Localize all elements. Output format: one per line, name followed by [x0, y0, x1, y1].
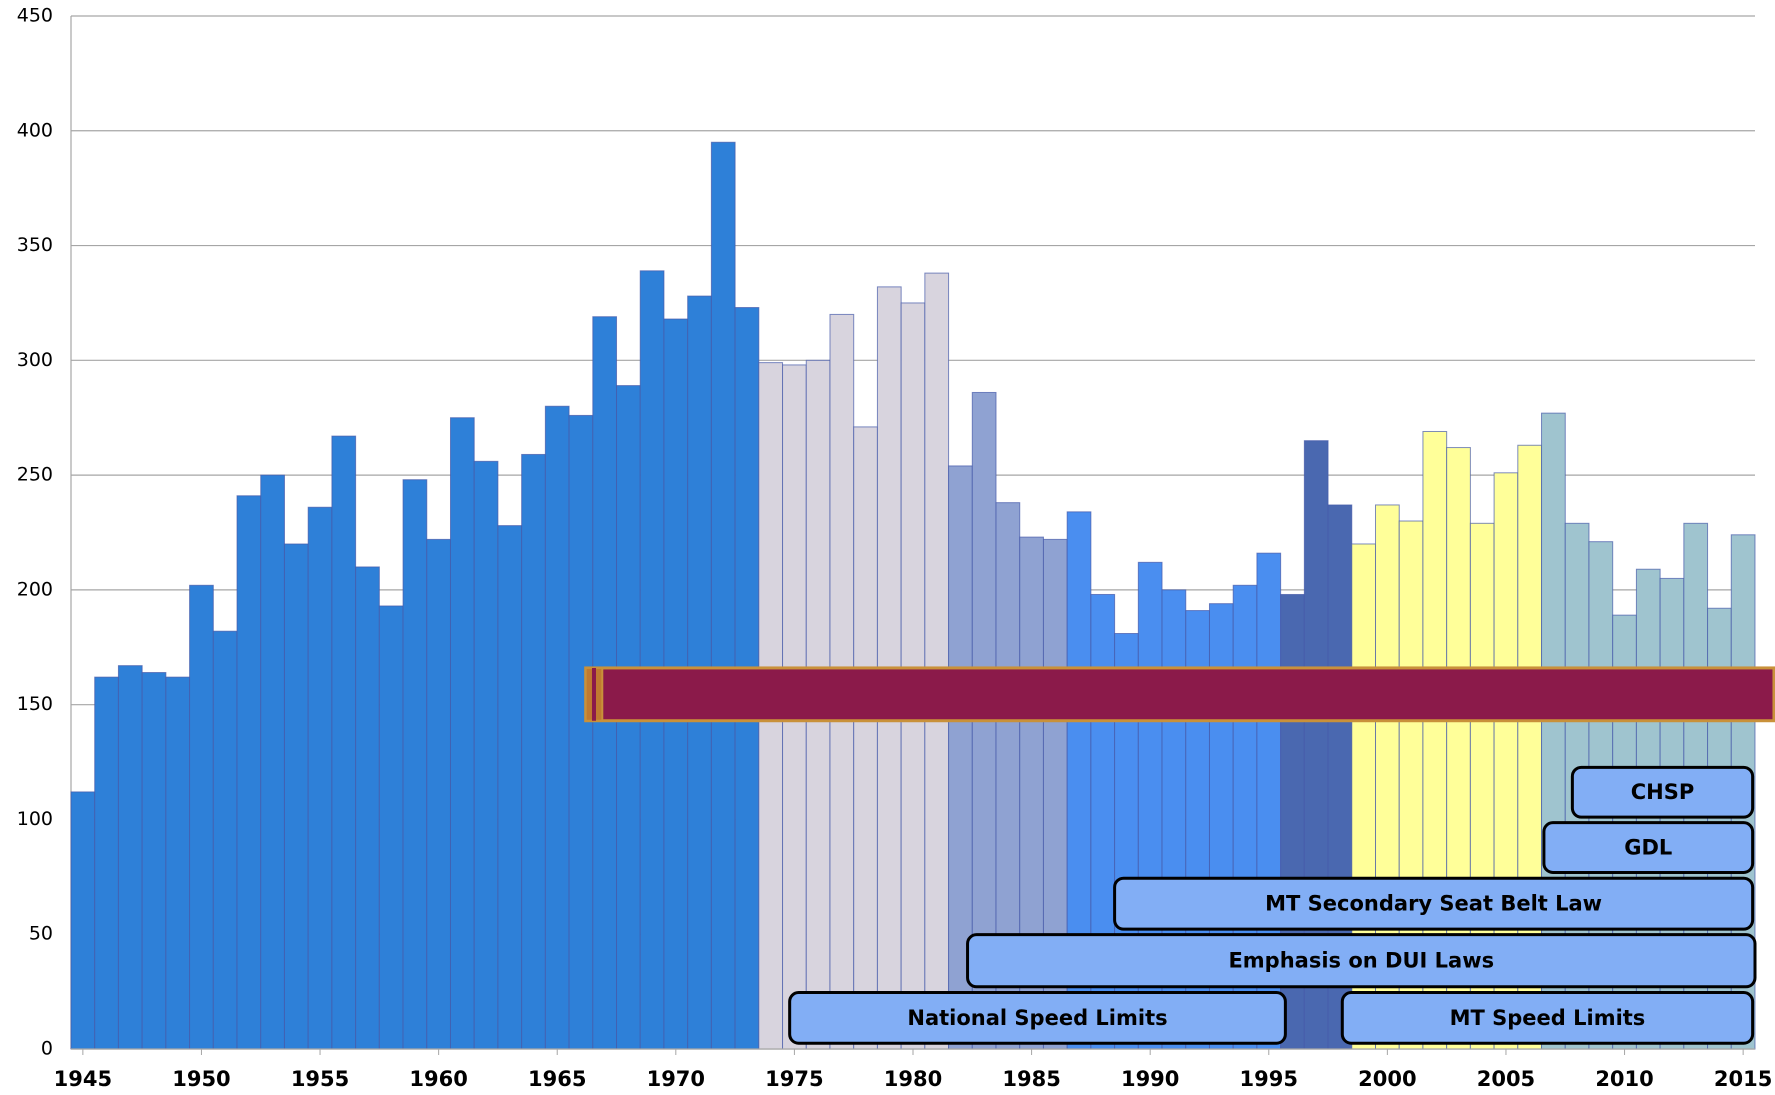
- x-tick-label: 1970: [647, 1067, 705, 1091]
- annotation-label: GDL: [1624, 836, 1672, 860]
- y-tick-label: 250: [17, 464, 53, 486]
- annotation-box: [1113, 876, 1755, 931]
- x-tick-label: 2015: [1714, 1067, 1772, 1091]
- bar: [473, 460, 499, 1050]
- y-tick-label: 200: [17, 578, 53, 600]
- y-tick-label: 100: [17, 808, 53, 830]
- bar: [212, 630, 238, 1050]
- bar: [331, 435, 357, 1050]
- y-tick-label: 400: [17, 119, 53, 141]
- x-tick-label: 1945: [54, 1067, 112, 1091]
- bar: [165, 676, 191, 1050]
- bar: [568, 414, 594, 1050]
- y-tick-label: 300: [17, 349, 53, 371]
- annotation-label: MT Secondary Seat Belt Law: [1265, 892, 1602, 916]
- range-bar: [584, 666, 1775, 723]
- annotation-label: Emphasis on DUI Laws: [1228, 949, 1494, 973]
- x-tick-label: 2000: [1358, 1067, 1416, 1091]
- x-tick-label: 1965: [528, 1067, 586, 1091]
- annotation-label: MT Speed Limits: [1450, 1006, 1646, 1030]
- bar: [402, 479, 428, 1050]
- annotation-box: [1542, 821, 1755, 874]
- annotation-box: [788, 991, 1287, 1045]
- bar: [378, 605, 404, 1050]
- annotation-box: [1340, 991, 1755, 1045]
- bar: [236, 495, 262, 1050]
- bar: [117, 665, 143, 1050]
- x-tick-label: 1955: [291, 1067, 349, 1091]
- annotation-box: [1570, 765, 1755, 819]
- bar: [710, 141, 736, 1050]
- bar: [70, 791, 96, 1050]
- y-tick-label: 450: [17, 5, 53, 27]
- x-tick-label: 1950: [172, 1067, 230, 1091]
- annotation-label: National Speed Limits: [907, 1006, 1167, 1030]
- x-tick-label: 1980: [884, 1067, 942, 1091]
- x-tick-label: 1960: [409, 1067, 467, 1091]
- bar: [924, 272, 950, 1050]
- bar: [283, 543, 309, 1050]
- x-tick-label: 1975: [765, 1067, 823, 1091]
- bar: [355, 566, 380, 1050]
- bar: [521, 453, 546, 1050]
- bar: [497, 525, 523, 1050]
- bar: [449, 417, 475, 1050]
- x-tick-label: 1990: [1121, 1067, 1179, 1091]
- bar: [189, 584, 214, 1050]
- bar: [307, 506, 333, 1050]
- x-tick-label: 1985: [1002, 1067, 1060, 1091]
- bar: [426, 538, 451, 1050]
- bar: [94, 676, 119, 1050]
- y-tick-label: 0: [41, 1038, 53, 1060]
- x-tick-label: 2005: [1477, 1067, 1535, 1091]
- bar: [260, 474, 285, 1050]
- x-tick-label: 2010: [1595, 1067, 1653, 1091]
- annotation-label: CHSP: [1631, 780, 1695, 804]
- y-tick-label: 350: [17, 234, 53, 256]
- y-tick-label: 150: [17, 693, 53, 715]
- bar: [141, 672, 167, 1050]
- annotation-box: [966, 933, 1757, 989]
- x-tick-label: 1995: [1240, 1067, 1298, 1091]
- y-tick-label: 50: [29, 923, 53, 945]
- bar: [544, 405, 570, 1050]
- bar: [639, 270, 665, 1050]
- bar: [853, 426, 878, 1050]
